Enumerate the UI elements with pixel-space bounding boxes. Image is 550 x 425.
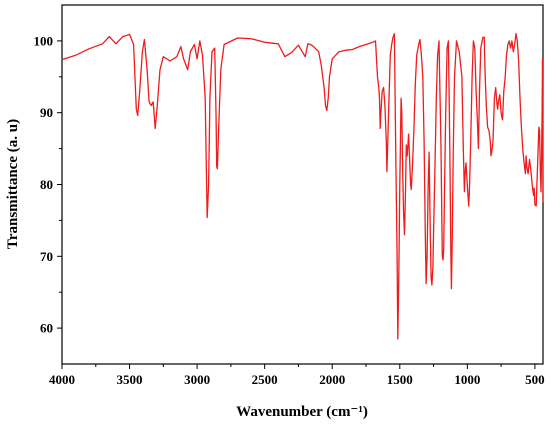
x-tick-label: 500 [525,372,545,387]
x-tick-label: 3500 [117,372,143,387]
x-tick-label: 1000 [454,372,480,387]
x-tick-label: 3000 [184,372,210,387]
y-axis-ticks: 60 70 80 90 100 [34,33,62,336]
x-axis-ticks: 4000 3500 3000 2500 2000 1500 1000 500 [49,364,545,387]
y-axis-title: Transmittance (a. u) [5,119,21,249]
y-tick-label: 60 [40,321,53,336]
series-layer [61,33,544,340]
x-tick-label: 4000 [49,372,75,387]
x-tick-label: 2500 [252,372,278,387]
y-tick-label: 90 [40,105,53,120]
series-line-0 [61,33,544,340]
x-tick-label: 1500 [387,372,413,387]
x-tick-label: 2000 [319,372,345,387]
y-tick-label: 100 [34,33,54,48]
x-axis-title: Wavenumber (cm⁻¹) [236,404,368,420]
y-tick-label: 70 [40,249,53,264]
y-tick-label: 80 [40,177,53,192]
